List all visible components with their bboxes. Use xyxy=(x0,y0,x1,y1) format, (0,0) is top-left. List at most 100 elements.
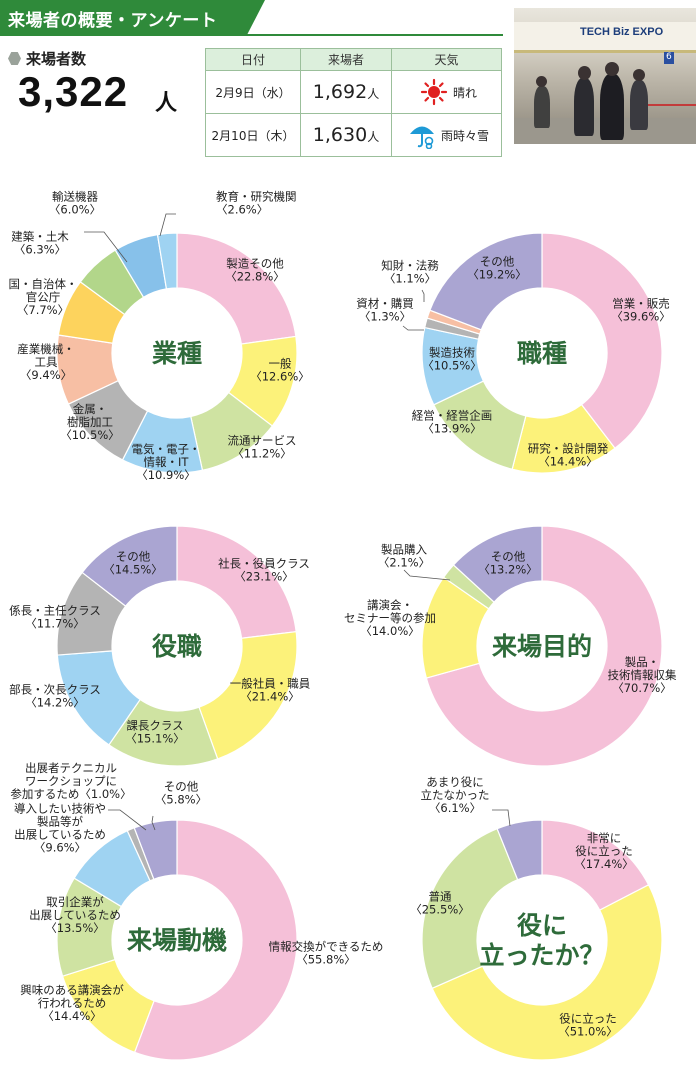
row-date: 2月9日（水） xyxy=(205,70,301,114)
slice-label-line: 参加するため〈1.0%〉 xyxy=(10,787,131,801)
slice-label-line: 情報・IT xyxy=(144,455,190,469)
donut-chart-occupation: 職種 営業・販売〈39.6%〉研究・設計開発〈14.4%〉 経営・経営企画〈13.9… xyxy=(356,232,671,474)
slice-label-line: 〈12.6%〉 xyxy=(250,370,310,384)
slice-label-line: 〈10.9%〉 xyxy=(136,468,196,482)
slice-label-line: 輸送機器 xyxy=(52,190,98,204)
slice-label-line: ワークショップに xyxy=(25,774,117,788)
slice-label-line: 〈9.6%〉 xyxy=(34,841,86,855)
slice-label-line: 〈14.4%〉 xyxy=(538,455,598,469)
chart-center-title-purpose: 来場目的 xyxy=(492,632,592,661)
slice-label-line: 〈11.7%〉 xyxy=(25,617,85,631)
slice-label-occupation-3: 製造技術〈10.5%〉 xyxy=(422,346,482,373)
slice-label-line: 一般社員・職員 xyxy=(230,677,311,691)
slice-label-line: 営業・販売 xyxy=(612,297,670,311)
slice-label-industry-0: 製造その他〈22.8%〉 xyxy=(225,257,285,284)
slice-label-line: 〈2.6%〉 xyxy=(216,203,268,217)
slice-label-motive-3: 導入したい技術や製品等が出展しているため〈9.6%〉 xyxy=(14,802,106,855)
donut-slice-motive-5 xyxy=(133,819,178,881)
slice-label-position-2: 課長クラス〈15.1%〉 xyxy=(125,719,185,746)
slice-label-line: 役に立った xyxy=(575,844,633,858)
slice-label-line: 〈6.3%〉 xyxy=(14,243,66,257)
slice-label-line: あまり役に xyxy=(426,775,484,789)
slice-label-line: 電気・電子・ xyxy=(132,442,201,456)
slice-label-line: 〈14.2%〉 xyxy=(25,696,85,710)
slice-label-position-5: その他〈14.5%〉 xyxy=(103,550,163,577)
hexagon-bullet-icon xyxy=(8,52,21,65)
umbrella-snow-icon xyxy=(409,126,434,149)
slice-label-line: 〈25.5%〉 xyxy=(410,903,470,917)
slice-label-line: 導入したい技術や xyxy=(14,802,106,816)
visitor-head xyxy=(633,69,645,81)
barrier-rope xyxy=(634,104,696,106)
slice-label-line: 製造技術 xyxy=(429,346,475,360)
visitor-head xyxy=(578,66,591,80)
slice-label-occupation-5: 知財・法務〈1.1%〉 xyxy=(381,259,439,286)
slice-label-occupation-1: 研究・設計開発〈14.4%〉 xyxy=(528,442,609,469)
slice-label-line: 経営・経営企画 xyxy=(412,409,493,423)
center-title-line: 職種 xyxy=(517,339,567,368)
slice-label-position-0: 社長・役員クラス〈23.1%〉 xyxy=(218,557,310,584)
total-visitors-label: 来場者数 xyxy=(26,50,87,68)
slice-label-line: 立たなかった xyxy=(421,788,490,802)
slice-label-line: 〈22.8%〉 xyxy=(225,270,285,284)
leader-line-industry-0 xyxy=(84,231,128,263)
slice-label-line: 官公庁 xyxy=(26,290,61,304)
slice-label-usefulness-0: 非常に役に立った〈17.4%〉 xyxy=(574,831,634,871)
weather-text: 晴れ xyxy=(452,85,477,100)
donut-slice-industry-9 xyxy=(156,232,178,290)
visitor-figure xyxy=(574,78,594,136)
slice-label-line: 課長クラス xyxy=(126,719,183,733)
row-weather: 雨時々雪 xyxy=(391,113,502,157)
leader-line-industry-1 xyxy=(159,213,176,237)
donut-slice-position-0 xyxy=(176,525,297,639)
table-row: 2月10日（木） 1,630人 雨時々雪 xyxy=(205,113,502,157)
slice-label-industry-6: 国・自治体・官公庁〈7.7%〉 xyxy=(9,277,78,317)
chart-center-title-usefulness: 役に立ったか？ xyxy=(479,911,604,970)
slice-label-occupation-6: その他〈19.2%〉 xyxy=(467,255,527,282)
chart-center-title-motive: 来場動機 xyxy=(127,926,227,955)
section-header-bar xyxy=(0,0,265,36)
slice-label-line: 〈10.5%〉 xyxy=(422,359,482,373)
center-title-line: 来場目的 xyxy=(492,632,592,661)
leader-line-occupation-0 xyxy=(402,325,424,331)
slice-label-motive-4: 出展者テクニカルワークショップに参加するため〈1.0%〉 xyxy=(10,761,131,801)
slice-label-line: 〈11.2%〉 xyxy=(232,447,292,461)
slice-label-line: 〈1.3%〉 xyxy=(359,310,411,324)
slice-label-line: 〈1.1%〉 xyxy=(384,272,436,286)
center-title-line: 業種 xyxy=(152,339,202,368)
slice-label-line: その他 xyxy=(116,550,151,564)
slice-label-occupation-4: 資材・購買〈1.3%〉 xyxy=(356,297,414,324)
count-value: 1,692 xyxy=(312,81,368,103)
slice-label-line: セミナー等の参加 xyxy=(344,611,436,625)
slice-label-line: 資材・購買 xyxy=(356,297,414,311)
slice-label-usefulness-3: あまり役に立たなかった〈6.1%〉 xyxy=(421,775,490,815)
slice-label-line: 〈6.0%〉 xyxy=(49,203,101,217)
slice-label-line: 係長・主任クラス xyxy=(9,604,101,618)
donut-chart-industry: 業種製造その他〈22.8%〉一般〈12.6%〉流通サービス〈11.2%〉電気・電… xyxy=(9,190,310,483)
slice-label-line: 出展者テクニカル xyxy=(25,761,117,775)
center-title-line: 役職 xyxy=(152,632,202,661)
total-visitors-unit: 人 xyxy=(155,91,178,116)
slice-label-motive-0: 情報交換ができるため〈55.8%〉 xyxy=(269,940,384,967)
slice-label-occupation-0: 営業・販売〈39.6%〉 xyxy=(611,297,671,324)
slice-label-line: 〈51.0%〉 xyxy=(558,1025,618,1039)
chart-center-title-occupation: 職種 xyxy=(517,339,567,368)
slice-label-line: その他 xyxy=(164,780,199,794)
count-value: 1,630 xyxy=(312,124,368,146)
banner-text: TECH Biz EXPO xyxy=(580,26,664,38)
slice-label-line: 〈23.1%〉 xyxy=(234,570,294,584)
slice-label-line: 産業機械・ xyxy=(17,342,75,356)
slice-label-line: 教育・研究機関 xyxy=(216,190,297,204)
leader-line-usefulness-0 xyxy=(492,809,511,827)
center-title-line: 役に xyxy=(517,911,567,940)
slice-label-line: 〈13.5%〉 xyxy=(45,921,105,935)
slice-label-line: 建築・土木 xyxy=(11,230,69,244)
donut-slice-position-5 xyxy=(81,525,178,608)
slice-label-line: 製品・ xyxy=(625,655,660,669)
slice-label-industry-7: 建築・土木〈6.3%〉 xyxy=(11,230,69,257)
slice-label-line: 〈13.9%〉 xyxy=(422,422,482,436)
count-unit: 人 xyxy=(367,130,380,144)
slice-label-line: 製造その他 xyxy=(226,257,284,271)
row-date: 2月10日（木） xyxy=(205,113,301,157)
